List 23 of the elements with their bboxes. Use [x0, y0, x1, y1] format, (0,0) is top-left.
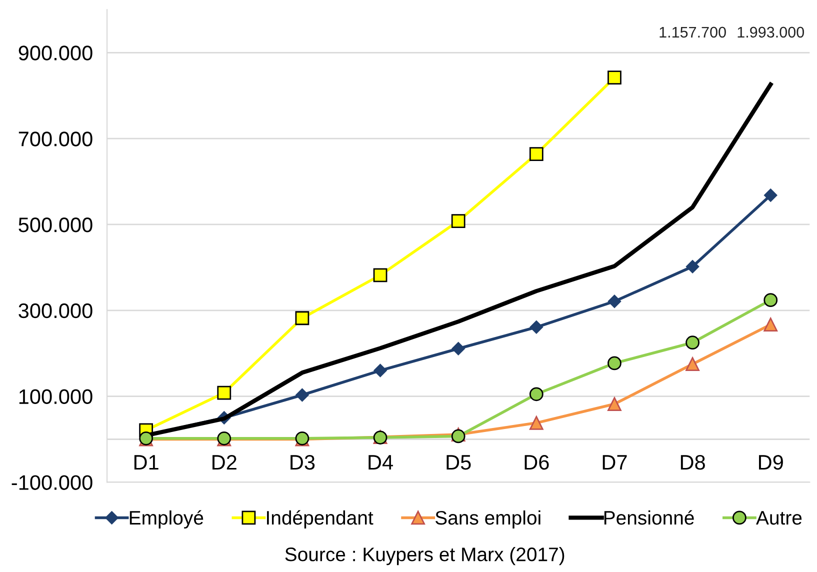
x-tick-label: D3 [290, 454, 315, 470]
legend-label: Employé [130, 510, 204, 529]
annotation: 1.993.000 [738, 26, 804, 38]
x-tick-label: D4 [368, 455, 393, 470]
legend-label: Sans emploi [435, 510, 540, 529]
x-tick-label: D1 [134, 455, 158, 470]
y-tick-label: 700.000 [18, 132, 92, 146]
y-tick-label: -100.000 [12, 475, 92, 490]
x-tick-label: D8 [680, 454, 705, 470]
legend-label: Autre [756, 511, 802, 525]
y-tick-label: 300.000 [18, 303, 92, 318]
annotation: 1.157.700 [660, 26, 726, 38]
x-tick-label: D2 [212, 454, 236, 470]
source-note: Source : Kuypers et Marx (2017) [285, 547, 564, 566]
x-tick-label: D5 [446, 455, 471, 470]
y-tick-label: 900.000 [18, 46, 92, 60]
y-tick-label: 100.000 [19, 389, 92, 404]
x-tick-label: D6 [524, 454, 549, 470]
legend-label: Pensionné [604, 510, 694, 525]
y-tick-label: 500.000 [18, 217, 92, 232]
x-tick-label: D7 [602, 455, 627, 470]
legend-label: Indépendant [267, 510, 374, 529]
x-tick-label: D9 [759, 454, 783, 470]
